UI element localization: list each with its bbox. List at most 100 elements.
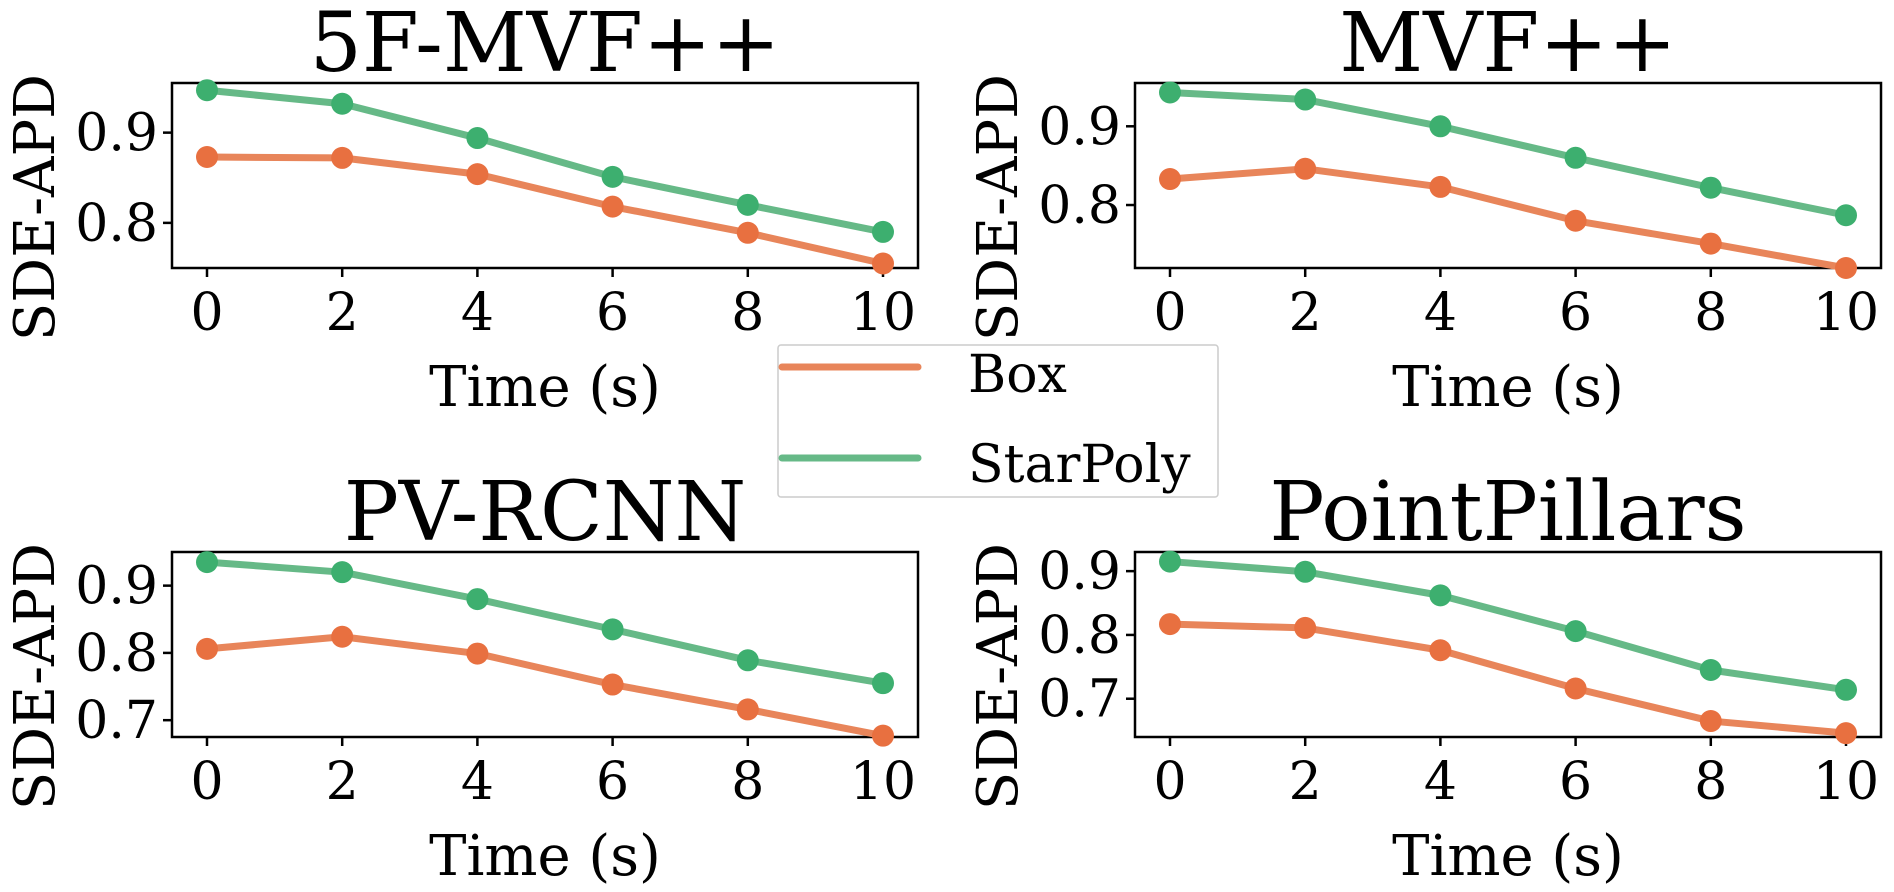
ytick-label-mvf: 0.8: [1038, 176, 1121, 236]
x-axis-label-5f-mvf: Time (s): [429, 355, 661, 420]
xtick-label-pointpillars: 0: [1153, 752, 1186, 812]
data-point-box-pointpillars: [1564, 677, 1587, 700]
series-line-box-mvf: [1166, 165, 1850, 272]
data-point-box-5f-mvf: [196, 146, 218, 168]
xtick-label-5f-mvf: 10: [850, 283, 916, 343]
legend: Box StarPoly: [777, 344, 1219, 498]
data-point-starpoly-pv-rcnn: [601, 618, 624, 641]
data-point-starpoly-5f-mvf: [196, 79, 218, 102]
x-axis-label-pointpillars: Time (s): [1392, 824, 1624, 889]
xtick-label-pointpillars: 6: [1559, 752, 1592, 812]
ytick-label-pointpillars: 0.8: [1038, 606, 1121, 666]
data-point-starpoly-5f-mvf: [331, 92, 354, 115]
data-point-starpoly-5f-mvf: [736, 193, 759, 216]
y-axis-label-mvf: SDE-APD: [966, 74, 1031, 341]
data-point-starpoly-pointpillars: [1159, 550, 1181, 573]
data-point-box-pointpillars: [1159, 613, 1181, 636]
xtick-label-mvf: 8: [1694, 283, 1727, 343]
y-axis-label-pv-rcnn: SDE-APD: [3, 543, 68, 810]
data-point-starpoly-pv-rcnn: [466, 588, 489, 611]
xtick-label-pv-rcnn: 10: [850, 752, 916, 812]
axes-frame-mvf: [1133, 81, 1883, 270]
data-point-box-5f-mvf: [872, 252, 894, 275]
axes-frame-5f-mvf: [170, 81, 920, 270]
data-point-starpoly-mvf: [1835, 204, 1857, 227]
xtick-label-5f-mvf: 4: [461, 283, 494, 343]
xtick-label-5f-mvf: 2: [326, 283, 359, 343]
subplot-5f-mvf: 5F-MVF++ 0 2 4 6 8 10 0.8 0.9 Time (s) SDE-APD: [3, 0, 920, 420]
data-point-box-mvf: [1835, 257, 1857, 279]
data-point-box-5f-mvf: [466, 163, 489, 186]
series-line-box-5f-mvf: [203, 153, 887, 267]
data-point-box-pv-rcnn: [331, 625, 354, 648]
xtick-label-mvf: 2: [1289, 283, 1322, 343]
xtick-label-pv-rcnn: 6: [596, 752, 629, 812]
data-point-starpoly-5f-mvf: [601, 165, 624, 188]
ytick-label-pv-rcnn: 0.9: [75, 557, 158, 617]
data-point-starpoly-mvf: [1429, 115, 1452, 138]
data-point-box-mvf: [1699, 232, 1722, 255]
ytick-label-pointpillars: 0.9: [1038, 542, 1121, 602]
data-point-box-mvf: [1294, 157, 1317, 180]
series-line-starpoly-mvf: [1166, 88, 1850, 219]
data-point-starpoly-pv-rcnn: [196, 551, 218, 574]
data-point-starpoly-5f-mvf: [872, 220, 894, 243]
xtick-label-pointpillars: 10: [1813, 752, 1879, 812]
xtick-label-pointpillars: 2: [1289, 752, 1322, 812]
data-point-starpoly-pointpillars: [1564, 620, 1587, 643]
xtick-label-pv-rcnn: 0: [190, 752, 223, 812]
data-point-box-mvf: [1429, 175, 1452, 198]
data-point-box-pointpillars: [1294, 616, 1317, 639]
x-axis-label-mvf: Time (s): [1392, 355, 1624, 420]
xtick-label-pointpillars: 8: [1694, 752, 1727, 812]
series-line-starpoly-pointpillars: [1166, 558, 1850, 694]
y-axis-label-pointpillars: SDE-APD: [966, 543, 1031, 810]
data-point-starpoly-pv-rcnn: [736, 649, 759, 672]
data-point-box-mvf: [1159, 168, 1181, 191]
data-point-starpoly-pv-rcnn: [872, 672, 894, 695]
series-line-box-pv-rcnn: [203, 633, 887, 740]
xtick-label-mvf: 4: [1424, 283, 1457, 343]
xtick-label-5f-mvf: 8: [731, 283, 764, 343]
xtick-label-pv-rcnn: 4: [461, 752, 494, 812]
data-point-starpoly-mvf: [1294, 88, 1317, 111]
data-point-starpoly-mvf: [1159, 81, 1181, 104]
axes-frame-pv-rcnn: [170, 550, 920, 739]
data-point-box-pointpillars: [1835, 722, 1857, 745]
data-point-starpoly-pv-rcnn: [331, 561, 354, 584]
xtick-label-pv-rcnn: 2: [326, 752, 359, 812]
xtick-label-pointpillars: 4: [1424, 752, 1457, 812]
series-line-box-pointpillars: [1166, 620, 1850, 737]
ytick-label-5f-mvf: 0.8: [75, 194, 158, 254]
subplot-mvf: MVF++ 0 2 4 6 8 10 0.8 0.9 Time (s) SDE-APD: [966, 0, 1883, 420]
xtick-label-pv-rcnn: 8: [731, 752, 764, 812]
data-point-starpoly-5f-mvf: [466, 127, 489, 150]
chart-title-mvf: MVF++: [1339, 0, 1677, 91]
y-axis-label-5f-mvf: SDE-APD: [3, 74, 68, 341]
xtick-label-5f-mvf: 0: [190, 283, 223, 343]
data-point-box-pointpillars: [1699, 710, 1722, 733]
subplot-pointpillars: PointPillars 0 2 4 6 8 10 0.70.80.9 Time (s) SDE-…: [966, 465, 1883, 889]
chart-title-5f-mvf: 5F-MVF++: [310, 0, 781, 91]
data-point-box-5f-mvf: [736, 221, 759, 244]
data-point-box-pointpillars: [1429, 639, 1452, 662]
chart-title-pv-rcnn: PV-RCNN: [344, 465, 747, 560]
ytick-label-5f-mvf: 0.9: [75, 104, 158, 164]
xtick-label-5f-mvf: 6: [596, 283, 629, 343]
legend-label-starpoly: StarPoly: [968, 435, 1191, 495]
data-point-box-5f-mvf: [331, 146, 354, 169]
axes-frame-pointpillars: [1133, 550, 1883, 739]
data-point-box-5f-mvf: [601, 195, 624, 218]
xtick-label-mvf: 0: [1153, 283, 1186, 343]
data-point-box-mvf: [1564, 209, 1587, 232]
data-point-box-pv-rcnn: [601, 673, 624, 696]
data-point-box-pv-rcnn: [466, 642, 489, 665]
ytick-label-pv-rcnn: 0.7: [75, 691, 158, 751]
data-point-box-pv-rcnn: [736, 698, 759, 721]
xtick-label-mvf: 6: [1559, 283, 1592, 343]
data-point-starpoly-mvf: [1564, 146, 1587, 169]
data-point-starpoly-pointpillars: [1294, 560, 1317, 583]
xtick-label-mvf: 10: [1813, 283, 1879, 343]
